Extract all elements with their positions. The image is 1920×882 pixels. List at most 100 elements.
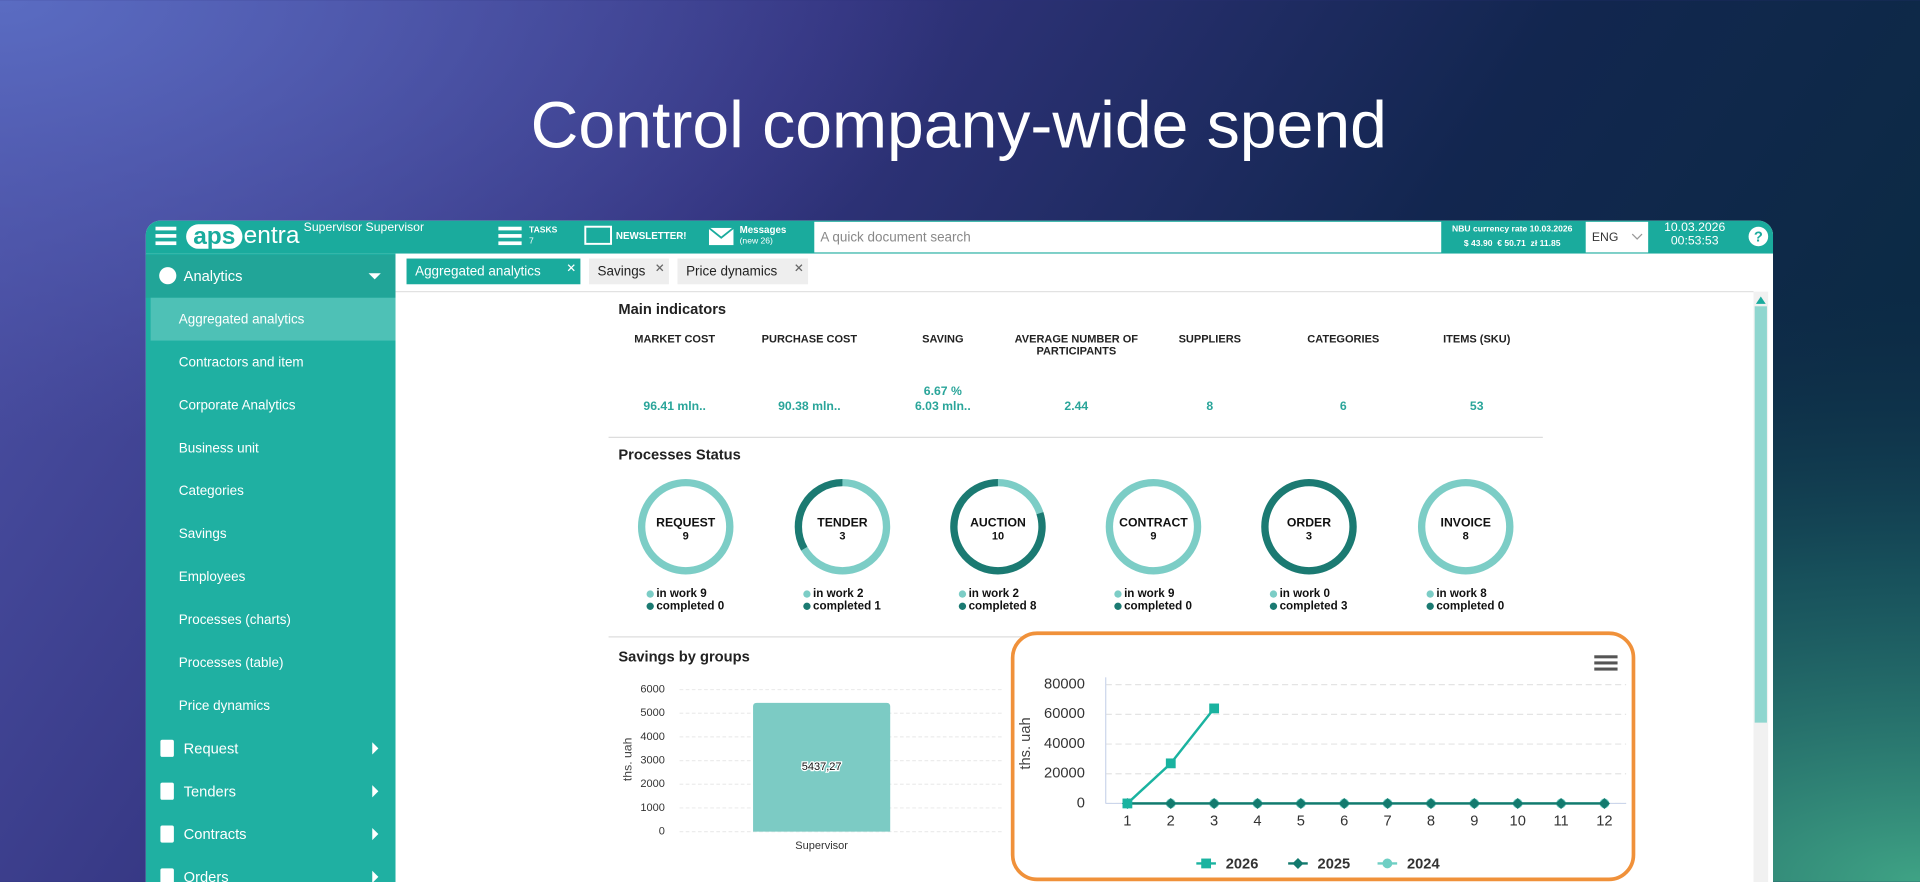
y-tick-label: 40000 [1044,736,1085,752]
legend-label[interactable]: 2026 [1226,857,1259,873]
legend-dot [803,602,811,610]
process-name: INVOICE [1441,515,1491,529]
sidebar-item[interactable]: Employees [179,569,246,584]
section-title: Main indicators [618,302,726,318]
legend-label: completed [1436,599,1494,612]
messages[interactable]: Messages (new 26) [708,225,787,246]
legend-label: completed [969,599,1027,612]
search-placeholder: A quick document search [820,229,970,244]
tasks[interactable]: TASKS 7 [498,225,558,246]
sidebar-item[interactable]: Price dynamics [179,698,270,713]
process-total: 10 [992,530,1004,542]
process-legend: in work 2 [969,587,1019,600]
legend-dot [1426,590,1434,598]
legend-dot [646,590,654,598]
sidebar-item[interactable]: Business unit [179,440,259,455]
process-legend: completed 0 [656,599,724,612]
tab-close[interactable] [656,264,664,272]
marker [1468,797,1480,809]
sidebar-item[interactable]: Corporate Analytics [179,397,296,412]
language: ENG [1592,230,1619,244]
legend-value: 0 [1324,587,1330,600]
marker [1122,798,1133,809]
logo-text: entra [244,222,300,249]
legend-label: in work [656,587,697,600]
legend-value: 8 [1480,587,1487,600]
time: 00:53:53 [1671,234,1719,248]
indicators: MARKET COST 96.41 mln.. PURCHASE COST 90.38… [634,333,1510,413]
marker [1598,797,1610,809]
language-select[interactable] [1585,221,1649,253]
x-tick-label: 2 [1167,814,1175,830]
sidebar-menu-item[interactable]: Tenders [184,784,236,800]
y-tick-label: 4000 [640,731,665,743]
y-tick-label: 60000 [1044,706,1085,722]
sidebar-item[interactable]: Processes (table) [179,655,284,670]
sidebar-item[interactable]: Categories [179,483,244,498]
sidebar-item[interactable]: Processes (charts) [179,612,291,627]
sidebar-menu-item[interactable]: Contracts [184,827,247,843]
menu-icon-bar [155,226,177,231]
help-label: ? [1754,230,1763,246]
tab-close[interactable] [795,264,803,272]
legend-label[interactable]: 2025 [1318,857,1351,873]
y-tick-label: 80000 [1044,677,1085,693]
chart-menu[interactable] [1594,655,1618,671]
tab-close[interactable] [567,264,575,272]
y-tick-label: 0 [659,826,665,838]
process-name: CONTRACT [1119,515,1188,529]
process-legend: in work 2 [813,587,863,600]
legend-value: 0 [1498,599,1504,612]
y-tick-label: 20000 [1044,766,1085,782]
marker [1201,858,1212,869]
scrollbar-thumb[interactable] [1754,306,1767,723]
process-name: ORDER [1287,515,1331,529]
legend-value: 8 [1030,599,1037,612]
messages-icon [708,227,735,239]
legend-dot [958,590,967,598]
sidebar-item[interactable]: Contractors and item [179,354,304,369]
tasks-icon [498,241,522,246]
newsletter-icon [584,225,612,245]
chart-menu-bar [1594,667,1618,671]
process-total: 8 [1463,530,1469,542]
y-tick-label: 5000 [640,707,665,719]
legend-value: 0 [718,599,724,612]
legend-label: in work [1436,587,1477,600]
sidebar-menu-item[interactable]: Orders [184,870,229,882]
process-name: AUCTION [970,515,1026,529]
search-box[interactable] [814,221,1442,253]
legend-label: in work [1280,587,1321,600]
process-legend: completed 8 [969,599,1037,612]
indicator-label: PURCHASE COST [762,333,858,345]
scroll-up[interactable] [1755,296,1766,304]
tab[interactable] [677,258,809,285]
marker [1165,797,1177,809]
x-tick-label: 4 [1253,814,1261,830]
legend-value: 2 [857,587,863,600]
chart-menu-bar [1594,661,1618,665]
y-axis-label: ths. uah [1018,717,1034,769]
messages-label: Messages [740,225,787,236]
tabs: Aggregated analytics Savings Price dynamic… [406,258,809,285]
legend-dot [1269,590,1278,598]
newsletter[interactable]: NEWSLETTER! [584,225,687,245]
sidebar-section[interactable] [145,254,396,298]
process-legend: in work 0 [1280,587,1330,600]
tab[interactable] [588,258,669,285]
sidebar-active [150,297,396,341]
help-button[interactable] [1748,226,1769,247]
chart-menu-bar [1594,655,1618,659]
tab[interactable] [406,258,581,285]
sidebar-menu-item[interactable]: Request [184,741,239,757]
menu-caret [372,785,379,798]
legend-label[interactable]: 2024 [1407,857,1441,873]
process-total: 3 [1306,530,1312,542]
menu-icon[interactable] [155,226,177,246]
sidebar-item[interactable]: Aggregated analytics [179,311,305,326]
user-name[interactable]: Supervisor Supervisor [304,220,424,235]
menu-icon-bar [155,234,177,238]
sidebar-item[interactable]: Savings [179,526,227,541]
section-title: Savings by groups [618,650,749,666]
